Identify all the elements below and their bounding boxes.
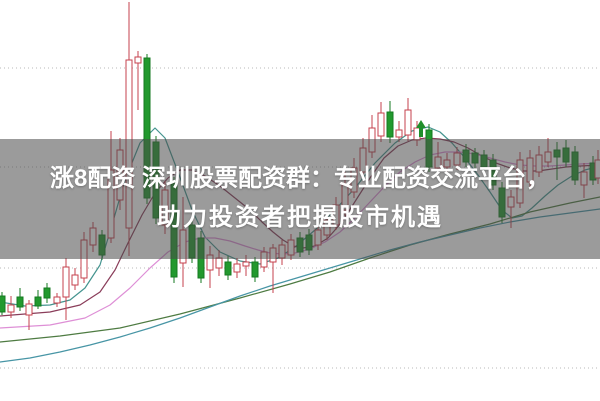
overlay-banner: 涨8配资 深圳股票配资群：专业配资交流平台， 助力投资者把握股市机遇 bbox=[0, 139, 600, 259]
candle-down bbox=[16, 296, 24, 308]
candle-down bbox=[43, 287, 51, 299]
candle-down bbox=[0, 295, 6, 313]
candle-up bbox=[377, 112, 385, 137]
candle-down bbox=[34, 296, 42, 307]
candle-up bbox=[233, 263, 241, 273]
candle-up bbox=[395, 129, 403, 138]
candle-up bbox=[134, 56, 142, 64]
candle-up bbox=[25, 303, 33, 316]
candle-down bbox=[224, 261, 232, 276]
banner-text-line1: 涨8配资 深圳股票配资群：专业配资交流平台， bbox=[49, 165, 550, 193]
candle-down bbox=[386, 111, 394, 138]
candle-up bbox=[242, 261, 250, 267]
candle-up bbox=[62, 266, 70, 298]
candle-down bbox=[251, 261, 259, 278]
candle-up bbox=[71, 274, 79, 286]
candle-up bbox=[53, 296, 61, 304]
banner-text-line2: 助力投资者把握股市机遇 bbox=[157, 204, 443, 231]
candle-up bbox=[7, 304, 15, 313]
candle-up bbox=[215, 257, 223, 269]
buy-arrow-icon bbox=[416, 120, 426, 137]
candle-up bbox=[404, 109, 412, 136]
